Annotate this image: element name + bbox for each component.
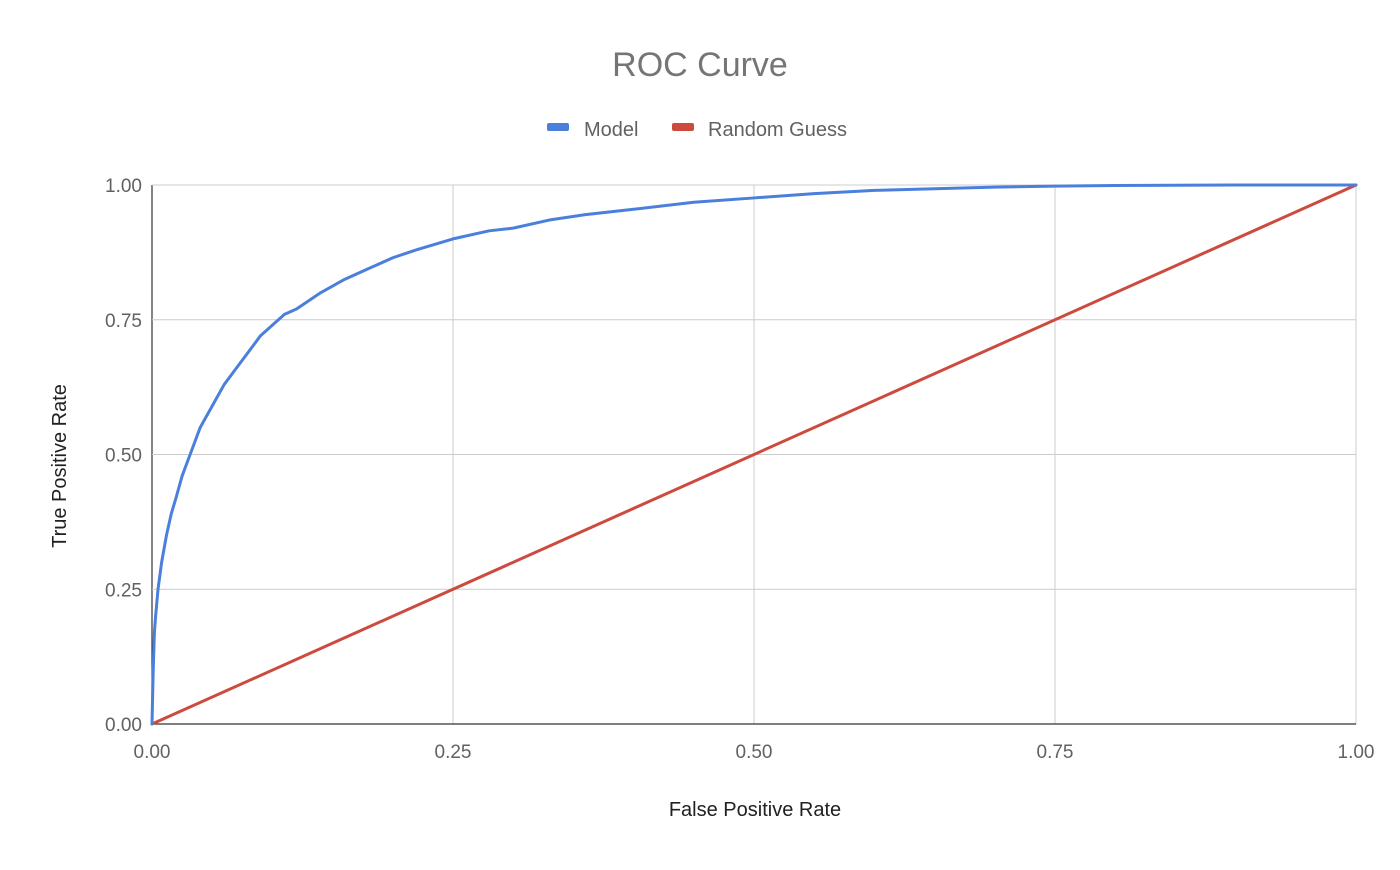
x-tick-label: 0.00 <box>134 742 171 763</box>
legend: Model Random Guess <box>547 119 847 141</box>
legend-swatch-model <box>547 123 569 131</box>
y-tick-label: 0.75 <box>105 311 142 332</box>
x-tick-label: 0.50 <box>736 742 773 763</box>
y-tick-label: 1.00 <box>105 176 142 197</box>
x-axis-title: False Positive Rate <box>669 799 841 821</box>
x-tick-label: 0.75 <box>1037 742 1074 763</box>
y-tick-label: 0.50 <box>105 446 142 467</box>
x-axis-ticks: 0.00 0.25 0.50 0.75 1.00 <box>134 742 1375 763</box>
chart-title: ROC Curve <box>612 46 788 84</box>
legend-swatch-random-guess <box>672 123 694 131</box>
series-line-random-guess <box>150 183 1358 726</box>
series-layer <box>150 183 1358 726</box>
y-axis-ticks: 0.00 0.25 0.50 0.75 1.00 <box>105 176 142 736</box>
legend-label-random-guess: Random Guess <box>708 119 847 141</box>
y-axis-title: True Positive Rate <box>49 384 71 548</box>
series-line-model <box>150 183 1358 726</box>
legend-label-model: Model <box>584 119 638 141</box>
x-tick-label: 1.00 <box>1338 742 1375 763</box>
x-tick-label: 0.25 <box>435 742 472 763</box>
y-tick-label: 0.00 <box>105 715 142 736</box>
y-tick-label: 0.25 <box>105 580 142 601</box>
